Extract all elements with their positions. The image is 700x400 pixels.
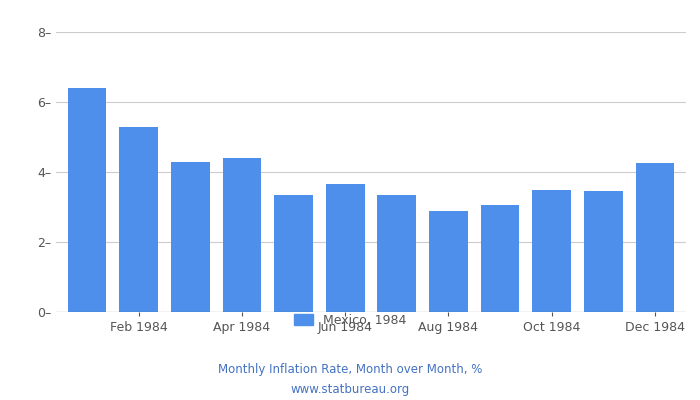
- Bar: [223, 158, 261, 312]
- Bar: [377, 195, 416, 312]
- Bar: [274, 195, 313, 312]
- Bar: [68, 88, 106, 312]
- Bar: [429, 210, 468, 312]
- Bar: [119, 126, 158, 312]
- Bar: [584, 191, 623, 312]
- Text: www.statbureau.org: www.statbureau.org: [290, 384, 410, 396]
- Bar: [171, 162, 209, 312]
- Text: Monthly Inflation Rate, Month over Month, %: Monthly Inflation Rate, Month over Month…: [218, 364, 482, 376]
- Bar: [636, 163, 674, 312]
- Bar: [533, 190, 571, 312]
- Bar: [481, 205, 519, 312]
- Legend: Mexico, 1984: Mexico, 1984: [289, 309, 411, 332]
- Bar: [326, 184, 365, 312]
